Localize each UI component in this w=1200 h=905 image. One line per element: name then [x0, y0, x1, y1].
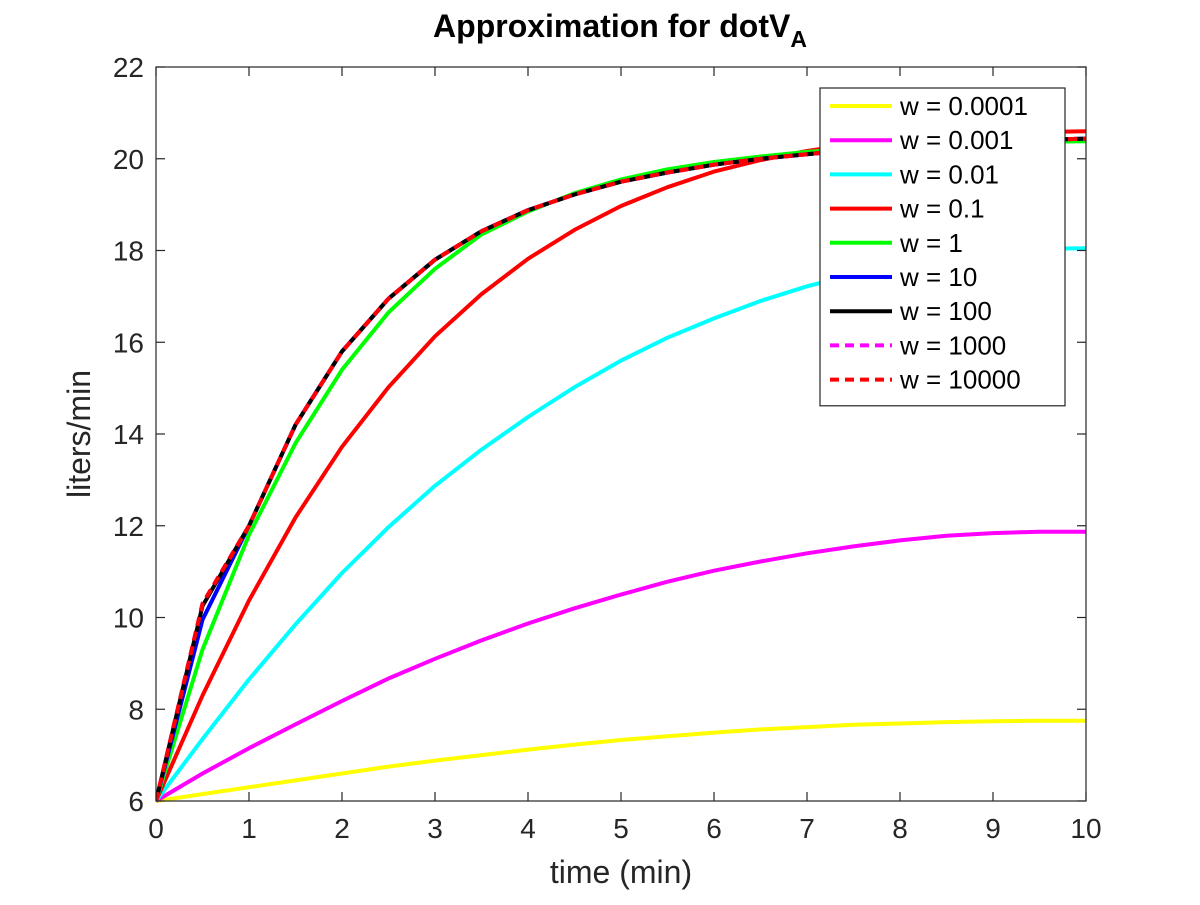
- series-line-0: [156, 718, 1086, 803]
- y-tick-label: 22: [113, 52, 144, 83]
- y-tick-label: 6: [128, 786, 144, 817]
- y-tick-label: 16: [113, 327, 144, 358]
- legend-label-5: w = 10: [899, 262, 977, 292]
- y-tick-label: 20: [113, 144, 144, 175]
- y-axis-label: liters/min: [61, 370, 97, 498]
- y-tick-label: 18: [113, 236, 144, 267]
- legend: w = 0.0001 w = 0.001 w = 0.01 w = 0.1 w = 1 w…: [819, 87, 1066, 407]
- x-tick-label: 8: [892, 813, 908, 844]
- y-tick-label: 8: [128, 694, 144, 725]
- x-tick-label: 5: [613, 813, 629, 844]
- legend-label-8: w = 10000: [899, 365, 1021, 395]
- x-tick-label: 7: [799, 813, 815, 844]
- x-tick-label: 2: [334, 813, 350, 844]
- legend-label-2: w = 0.01: [899, 159, 999, 189]
- series-line-8: [156, 136, 1087, 802]
- legend-label-4: w = 1: [899, 228, 963, 258]
- chart-title-subscript: A: [790, 26, 807, 52]
- legend-label-6: w = 100: [899, 296, 992, 326]
- chart-title-main: Approximation for dotV: [433, 8, 791, 44]
- y-tick-label: 14: [113, 419, 144, 450]
- x-tick-label: 4: [520, 813, 536, 844]
- x-tick-label: 0: [148, 813, 164, 844]
- x-tick-label: 3: [427, 813, 443, 844]
- y-tick-label: 10: [113, 603, 144, 634]
- x-tick-label: 10: [1070, 813, 1101, 844]
- y-tick-label: 12: [113, 511, 144, 542]
- legend-label-7: w = 1000: [899, 330, 1006, 360]
- chart-title: Approximation for dotVA: [433, 8, 807, 52]
- legend-label-3: w = 0.1: [899, 194, 985, 224]
- x-axis-label: time (min): [550, 854, 692, 890]
- axes: [155, 66, 1087, 802]
- x-tick-label: 9: [985, 813, 1001, 844]
- series-line-1: [156, 529, 1086, 803]
- x-tick-label: 6: [706, 813, 722, 844]
- legend-label-1: w = 0.001: [899, 125, 1013, 155]
- x-tick-label: 1: [241, 813, 257, 844]
- legend-label-0: w = 0.0001: [899, 91, 1028, 121]
